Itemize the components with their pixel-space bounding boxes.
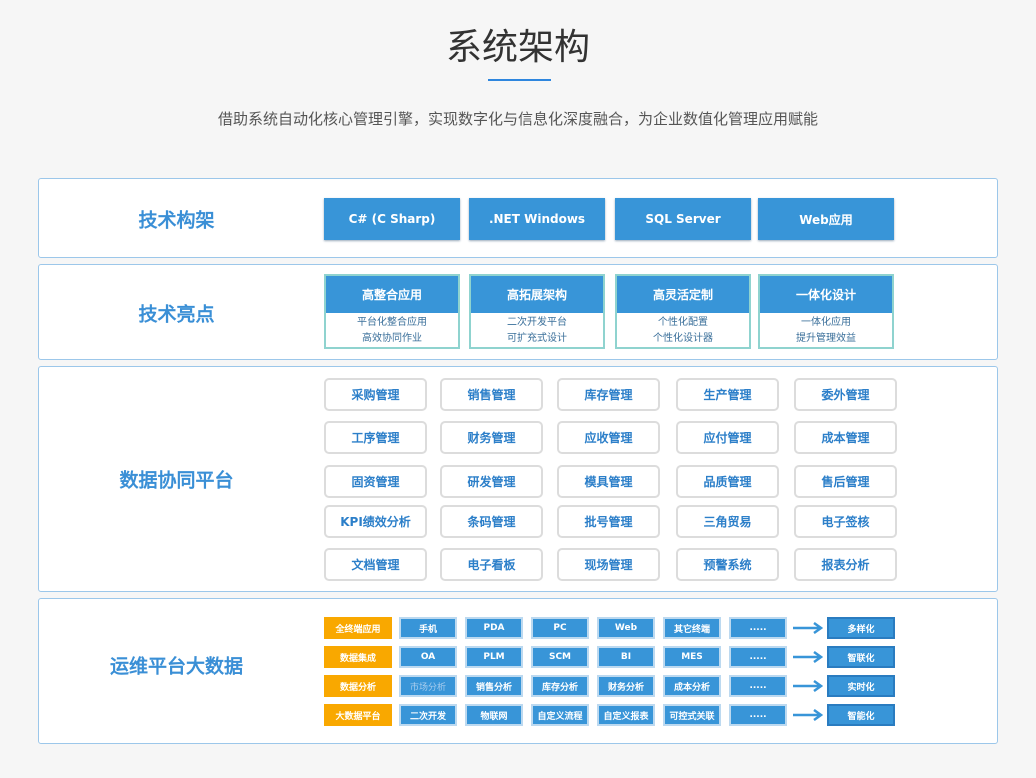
- ops-cell: 手机: [399, 617, 457, 639]
- tech-item: C# (C Sharp): [324, 198, 460, 240]
- ops-cell: .....: [729, 704, 787, 726]
- card-line: 可扩充式设计: [507, 333, 567, 344]
- ops-cell: 自定义报表: [597, 704, 655, 726]
- module-item[interactable]: 财务管理: [440, 421, 543, 454]
- ops-cell: 成本分析: [663, 675, 721, 697]
- ops-cell: 销售分析: [465, 675, 523, 697]
- module-item[interactable]: 应收管理: [557, 421, 660, 454]
- arrow-right-icon: [793, 709, 823, 721]
- module-item[interactable]: 采购管理: [324, 378, 427, 411]
- category-label: 数据集成: [324, 646, 392, 668]
- highlight-card: 高整合应用 平台化整合应用 高效协同作业: [324, 274, 460, 349]
- panel-label: 技术亮点: [138, 303, 215, 326]
- highlight-card: 一体化设计 一体化应用提升管理效益: [758, 274, 894, 349]
- module-item[interactable]: 固资管理: [324, 465, 427, 498]
- module-item[interactable]: 研发管理: [440, 465, 543, 498]
- module-item[interactable]: 应付管理: [676, 421, 779, 454]
- module-item[interactable]: 现场管理: [557, 548, 660, 581]
- module-item[interactable]: 委外管理: [794, 378, 897, 411]
- ops-platform-panel: 运维平台大数据 全终端应用 手机 PDA PC Web 其它终端..... 多样化数据集成 O…: [38, 598, 998, 744]
- ops-cell: PC: [531, 617, 589, 639]
- ops-cell: 可控式关联: [663, 704, 721, 726]
- module-item[interactable]: 销售管理: [440, 378, 543, 411]
- result-label: 实时化: [827, 675, 895, 697]
- ops-cell: 二次开发: [399, 704, 457, 726]
- page-subtitle: 借助系统自动化核心管理引擎，实现数字化与信息化深度融合，为企业数值化管理应用赋能: [217, 110, 818, 128]
- module-item[interactable]: 条码管理: [440, 505, 543, 538]
- ops-cell: 其它终端: [663, 617, 721, 639]
- card-line: 一体化应用: [801, 317, 851, 328]
- result-label: 多样化: [827, 617, 895, 639]
- tech-item: SQL Server: [615, 198, 751, 240]
- arrow-right-icon: [793, 680, 823, 692]
- module-item[interactable]: 工序管理: [324, 421, 427, 454]
- category-label: 数据分析: [324, 675, 392, 697]
- module-item[interactable]: 生产管理: [676, 378, 779, 411]
- ops-cell: MES: [663, 646, 721, 668]
- ops-cell: .....: [729, 617, 787, 639]
- category-label: 全终端应用: [324, 617, 392, 639]
- data-platform-panel: 数据协同平台 采购管理 销售管理 库存管理 生产管理 委外管理工序管理 财务管理 应收管理应…: [38, 366, 998, 592]
- panel-label: 运维平台大数据: [109, 655, 243, 678]
- module-item[interactable]: 电子看板: [440, 548, 543, 581]
- ops-cell: Web: [597, 617, 655, 639]
- card-line: 二次开发平台: [507, 317, 567, 328]
- arrow-right-icon: [793, 622, 823, 634]
- result-label: 智联化: [827, 646, 895, 668]
- title-underline: [488, 79, 551, 81]
- tech-highlights-panel: 技术亮点 高整合应用 平台化整合应用 高效协同作业 高拓展架构 二次开发平台 可扩充…: [38, 264, 998, 360]
- tech-item: .NET Windows: [469, 198, 605, 240]
- ops-cell: PLM: [465, 646, 523, 668]
- ops-cell: 市场分析: [399, 675, 457, 697]
- card-title: 高灵活定制: [617, 276, 749, 313]
- module-item[interactable]: 三角贸易: [676, 505, 779, 538]
- card-title: 一体化设计: [760, 276, 892, 313]
- module-item[interactable]: 预警系统: [676, 548, 779, 581]
- module-item[interactable]: 模具管理: [557, 465, 660, 498]
- arrow-right-icon: [793, 651, 823, 663]
- card-line: 高效协同作业: [362, 333, 422, 344]
- ops-cell: 库存分析: [531, 675, 589, 697]
- result-label: 智能化: [827, 704, 895, 726]
- module-item[interactable]: KPI绩效分析: [324, 505, 427, 538]
- module-item[interactable]: 文档管理: [324, 548, 427, 581]
- module-item[interactable]: 成本管理: [794, 421, 897, 454]
- module-item[interactable]: 品质管理: [676, 465, 779, 498]
- card-title: 高整合应用: [326, 276, 458, 313]
- ops-cell: PDA: [465, 617, 523, 639]
- category-label: 大数据平台: [324, 704, 392, 726]
- ops-cell: SCM: [531, 646, 589, 668]
- card-title: 高拓展架构: [471, 276, 603, 313]
- panel-label: 技术构架: [138, 209, 215, 232]
- module-item[interactable]: 报表分析: [794, 548, 897, 581]
- tech-item: Web应用: [758, 198, 894, 240]
- panel-label: 数据协同平台: [119, 469, 234, 492]
- ops-cell: .....: [729, 675, 787, 697]
- highlight-card: 高灵活定制 个性化配置个性化设计器: [615, 274, 751, 349]
- card-line: 平台化整合应用: [357, 317, 427, 328]
- highlight-card: 高拓展架构 二次开发平台 可扩充式设计: [469, 274, 605, 349]
- tech-framework-panel: 技术构架 C# (C Sharp) .NET Windows SQL Serve…: [38, 178, 998, 258]
- module-item[interactable]: 库存管理: [557, 378, 660, 411]
- module-item[interactable]: 批号管理: [557, 505, 660, 538]
- ops-cell: BI: [597, 646, 655, 668]
- page-title: 系统架构: [445, 27, 590, 68]
- card-line: 提升管理效益: [796, 333, 856, 344]
- card-line: 个性化设计器: [653, 333, 713, 344]
- ops-cell: OA: [399, 646, 457, 668]
- ops-cell: 财务分析: [597, 675, 655, 697]
- module-item[interactable]: 售后管理: [794, 465, 897, 498]
- card-line: 个性化配置: [658, 317, 708, 328]
- ops-cell: 物联网: [465, 704, 523, 726]
- module-item[interactable]: 电子签核: [794, 505, 897, 538]
- ops-cell: .....: [729, 646, 787, 668]
- ops-cell: 自定义流程: [531, 704, 589, 726]
